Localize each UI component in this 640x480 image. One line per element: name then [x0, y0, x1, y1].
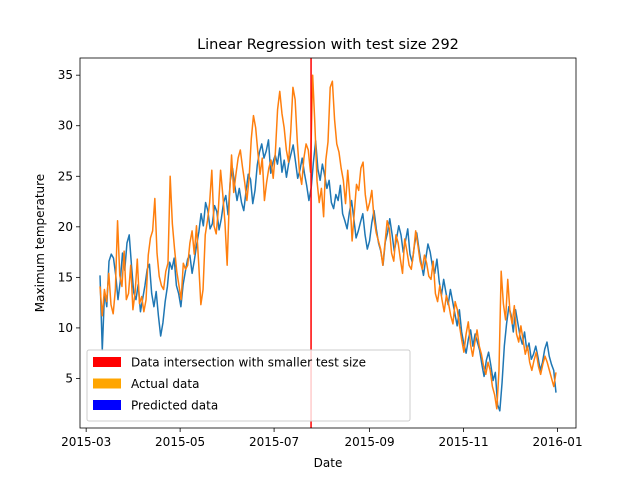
- chart-title: Linear Regression with test size 292: [197, 37, 459, 53]
- legend-swatch: [93, 400, 121, 410]
- legend-label: Data intersection with smaller test size: [131, 356, 366, 370]
- plot-area: [79, 57, 577, 429]
- x-tick-label: 2015-11: [438, 435, 488, 449]
- x-tick-label: 2015-09: [345, 435, 395, 449]
- y-tick-label: 10: [58, 321, 73, 335]
- legend-swatch: [93, 357, 121, 367]
- y-tick-label: 5: [65, 371, 73, 385]
- legend-box: [86, 349, 411, 422]
- y-tick-label: 20: [58, 220, 73, 234]
- y-tick-label: 30: [58, 119, 73, 133]
- y-axis: 5 10 15 20 25 30 35: [58, 68, 80, 385]
- series-line-2: [99, 74, 557, 410]
- legend-swatch: [93, 378, 121, 389]
- x-axis-label: Date: [314, 456, 343, 470]
- series-layer: [99, 74, 557, 412]
- y-axis-label: Maximum temperature: [33, 174, 47, 312]
- x-tick-label: 2015-05: [155, 435, 205, 449]
- y-tick-label: 15: [58, 270, 73, 284]
- legend: Data intersection with smaller test size…: [86, 349, 411, 422]
- y-tick-label: 25: [58, 169, 73, 183]
- legend-label: Predicted data: [131, 399, 218, 413]
- plot-frame: [79, 57, 577, 429]
- legend-label: Actual data: [131, 377, 199, 391]
- series-line-1: [99, 139, 557, 412]
- y-tick-label: 35: [58, 68, 73, 82]
- x-tick-label: 2015-07: [249, 435, 299, 449]
- x-tick-label: 2016-01: [532, 435, 582, 449]
- x-tick-label: 2015-03: [61, 435, 111, 449]
- x-axis: 2015-03 2015-05 2015-07 2015-09 2015-11 2016-…: [61, 428, 583, 449]
